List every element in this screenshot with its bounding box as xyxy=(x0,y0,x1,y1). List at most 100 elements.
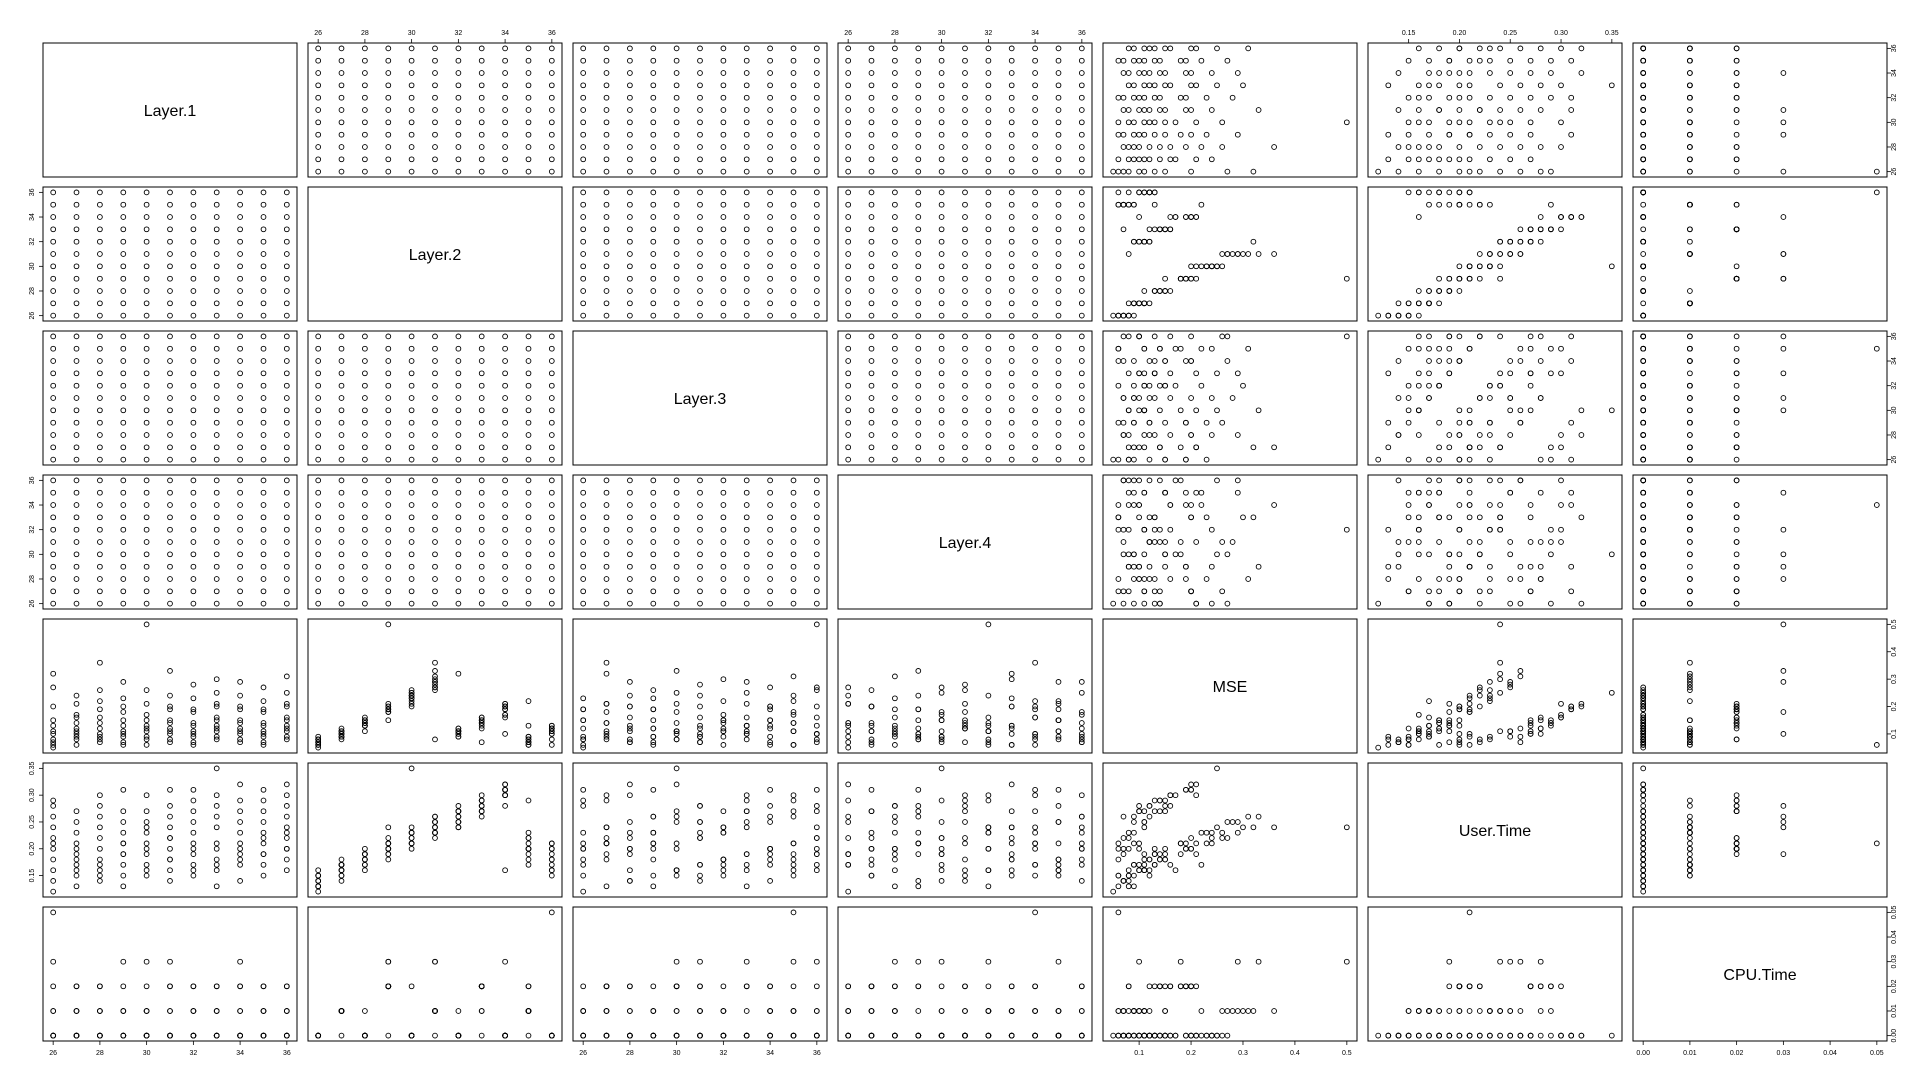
data-point xyxy=(845,238,852,245)
data-point xyxy=(650,687,657,693)
data-point xyxy=(237,576,243,582)
data-point xyxy=(743,489,750,496)
data-point xyxy=(385,489,392,496)
data-point xyxy=(1008,444,1015,451)
data-point xyxy=(603,840,610,847)
data-point xyxy=(362,1032,368,1039)
data-point xyxy=(892,803,898,809)
data-point xyxy=(385,700,392,707)
data-point xyxy=(525,70,532,76)
data-point xyxy=(892,1032,898,1039)
data-point xyxy=(580,736,587,743)
data-point xyxy=(455,70,462,76)
data-point xyxy=(213,1008,220,1014)
data-point xyxy=(962,856,968,863)
data-point xyxy=(478,588,485,595)
data-point xyxy=(50,444,57,451)
data-point xyxy=(73,514,80,521)
data-point xyxy=(962,700,968,707)
data-point xyxy=(1476,684,1483,691)
data-point xyxy=(1131,119,1137,126)
data-point xyxy=(213,432,220,438)
data-point xyxy=(1426,733,1432,740)
data-point xyxy=(50,824,57,831)
data-point xyxy=(1078,370,1085,377)
data-point xyxy=(1733,94,1740,101)
data-point xyxy=(915,300,922,307)
data-point xyxy=(673,168,680,175)
data-point xyxy=(1188,214,1194,220)
data-point xyxy=(962,792,968,799)
data-point xyxy=(283,792,290,799)
data-point xyxy=(767,94,773,101)
data-point xyxy=(1131,94,1137,101)
data-point xyxy=(260,432,267,438)
data-point xyxy=(627,739,633,746)
data-point xyxy=(97,878,103,884)
data-point xyxy=(1405,502,1412,508)
data-point xyxy=(938,736,945,743)
data-point xyxy=(1780,395,1787,401)
data-point xyxy=(1640,720,1647,726)
data-point xyxy=(455,489,462,496)
data-point xyxy=(1136,57,1142,64)
data-point xyxy=(868,358,875,364)
data-point xyxy=(385,563,392,570)
data-point xyxy=(1548,70,1554,76)
data-point xyxy=(73,539,80,545)
data-point xyxy=(1426,345,1432,352)
data-point xyxy=(1234,1008,1241,1014)
data-point xyxy=(1125,370,1132,377)
data-point xyxy=(1183,275,1189,282)
data-point xyxy=(580,263,587,270)
data-point xyxy=(1456,432,1463,438)
data-point xyxy=(432,395,438,401)
data-point xyxy=(1343,958,1350,965)
data-point xyxy=(1198,502,1205,508)
data-point xyxy=(190,444,197,451)
data-point xyxy=(962,312,968,319)
data-point xyxy=(432,600,438,607)
data-point xyxy=(720,725,727,732)
data-point xyxy=(1733,226,1740,233)
data-point xyxy=(1157,856,1163,863)
data-point xyxy=(237,851,243,857)
data-point xyxy=(580,744,587,751)
data-point xyxy=(1640,684,1647,691)
data-point xyxy=(1527,539,1534,545)
data-point xyxy=(362,1008,368,1014)
data-point xyxy=(1146,144,1153,150)
data-point xyxy=(1125,168,1132,175)
data-point xyxy=(73,731,80,737)
data-point xyxy=(315,144,322,150)
data-point xyxy=(627,983,633,990)
data-point xyxy=(1687,679,1693,685)
data-point xyxy=(868,419,875,426)
data-point xyxy=(1405,489,1412,496)
data-point xyxy=(1497,82,1503,89)
data-point xyxy=(190,395,197,401)
data-point xyxy=(1208,829,1215,836)
data-point xyxy=(1172,792,1179,799)
data-point xyxy=(143,1032,150,1039)
data-point xyxy=(1008,742,1015,748)
data-point xyxy=(1032,288,1038,294)
data-point xyxy=(627,502,633,508)
data-point xyxy=(478,419,485,426)
data-point xyxy=(1008,214,1015,220)
data-point xyxy=(673,201,680,208)
data-point xyxy=(167,728,173,735)
data-point xyxy=(362,333,368,340)
data-point xyxy=(1405,395,1412,401)
data-point xyxy=(650,845,657,852)
data-point xyxy=(868,263,875,270)
data-point xyxy=(868,720,875,726)
data-point xyxy=(548,370,555,377)
data-point xyxy=(938,717,945,724)
data-point xyxy=(50,840,57,847)
data-point xyxy=(213,514,220,521)
data-point xyxy=(1568,419,1575,426)
data-point xyxy=(1055,456,1062,463)
data-point xyxy=(283,717,290,724)
data-point xyxy=(362,345,368,352)
